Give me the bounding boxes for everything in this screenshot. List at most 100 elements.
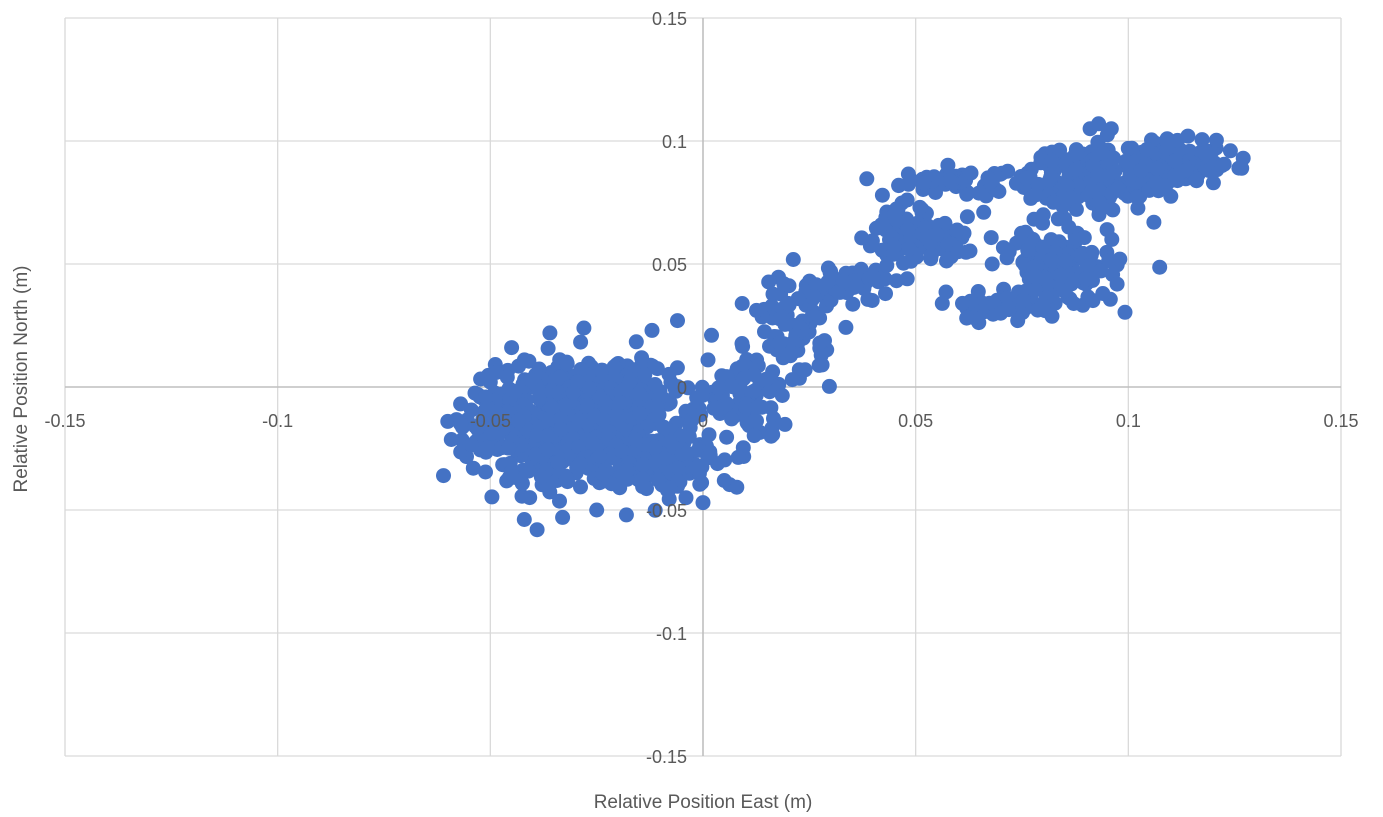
data-point-1787 xyxy=(695,495,711,511)
data-point-1649 xyxy=(1059,178,1075,194)
x-tick-labels: -0.15 -0.1 -0.05 0 0.05 0.1 0.15 xyxy=(44,411,1358,431)
data-point-1624 xyxy=(1043,169,1059,185)
data-point-614 xyxy=(606,359,622,375)
data-point-1849 xyxy=(1214,158,1230,174)
data-point-1652 xyxy=(1110,180,1126,196)
data-point-1655 xyxy=(1046,194,1061,210)
data-point-1838 xyxy=(1103,121,1119,137)
data-point-1528 xyxy=(1130,200,1146,216)
data-point-1308 xyxy=(937,215,953,231)
data-point-1807 xyxy=(891,177,907,193)
data-point-491 xyxy=(663,374,679,390)
data-point-1299 xyxy=(924,247,939,263)
data-point-1821 xyxy=(984,256,1000,272)
data-point-964 xyxy=(463,402,479,418)
x-tick-label: 0.15 xyxy=(1323,411,1358,431)
data-point-929 xyxy=(572,456,588,472)
data-point-1803 xyxy=(865,268,881,284)
data-point-1253 xyxy=(959,186,975,202)
data-point-1808 xyxy=(899,271,915,287)
data-point-1780 xyxy=(555,509,571,525)
data-point-1771 xyxy=(440,413,456,429)
data-point-1814 xyxy=(942,172,958,188)
x-tick-label: 0.05 xyxy=(898,411,933,431)
y-tick-label: -0.1 xyxy=(656,624,687,644)
data-point-1832 xyxy=(1069,145,1085,161)
data-point-778 xyxy=(553,411,569,427)
y-tick-label: -0.05 xyxy=(646,501,687,521)
x-axis-title: Relative Position East (m) xyxy=(594,792,813,813)
data-point-928 xyxy=(650,472,666,488)
data-point-1824 xyxy=(1010,313,1026,329)
data-point-1065 xyxy=(724,411,740,427)
data-point-1359 xyxy=(934,295,950,311)
data-point-1720 xyxy=(1122,168,1138,184)
data-point-1811 xyxy=(912,199,928,215)
data-point-1668 xyxy=(1095,145,1111,161)
data-point-1785 xyxy=(670,313,685,329)
data-point-1454 xyxy=(1117,304,1133,320)
data-point-911 xyxy=(635,456,651,472)
data-point-1793 xyxy=(772,335,788,351)
data-point-1078 xyxy=(785,252,801,267)
data-point-1802 xyxy=(848,278,864,294)
data-point-1850 xyxy=(1222,143,1238,159)
data-point-1823 xyxy=(1001,244,1017,260)
data-point-1813 xyxy=(929,227,945,242)
data-point-1800 xyxy=(823,263,839,279)
data-point-1801 xyxy=(835,273,851,289)
data-point-598 xyxy=(559,354,575,370)
data-point-1067 xyxy=(694,388,710,403)
data-point-616 xyxy=(612,395,628,411)
data-point-1815 xyxy=(950,244,966,260)
data-point-1232 xyxy=(874,187,890,203)
data-point-757 xyxy=(516,512,532,527)
data-point-1612 xyxy=(1028,187,1044,203)
data-point-922 xyxy=(614,443,630,459)
y-tick-label: -0.15 xyxy=(646,747,687,767)
data-point-1642 xyxy=(1091,194,1107,210)
data-point-737 xyxy=(484,489,500,505)
data-point-986 xyxy=(480,440,495,456)
data-point-744 xyxy=(571,412,587,428)
data-point-1772 xyxy=(453,416,469,432)
data-point-1645 xyxy=(1129,189,1145,205)
data-point-14 xyxy=(628,334,644,350)
data-point-1848 xyxy=(1205,175,1221,191)
data-point-1160 xyxy=(878,286,893,302)
data-point-488 xyxy=(649,361,665,377)
data-point-1473 xyxy=(1050,211,1066,227)
data-point-773 xyxy=(529,427,545,443)
data-point-1051 xyxy=(723,378,739,394)
data-point-1774 xyxy=(482,374,498,390)
data-point-1816 xyxy=(955,295,970,311)
data-point-1773 xyxy=(465,460,481,476)
y-tick-label: 0.05 xyxy=(652,255,687,275)
data-point-1798 xyxy=(806,288,822,304)
data-point-1767 xyxy=(1149,160,1165,176)
data-point-1659 xyxy=(1090,167,1106,183)
data-point-1764 xyxy=(1148,175,1164,191)
data-point-1064 xyxy=(738,399,754,415)
data-point-1791 xyxy=(750,399,766,415)
data-point-1826 xyxy=(1027,268,1043,284)
data-point-1099 xyxy=(761,274,777,290)
data-point-925 xyxy=(647,502,663,518)
data-point-768 xyxy=(540,428,556,444)
data-point-560 xyxy=(594,362,609,378)
data-point-1484 xyxy=(1081,258,1097,274)
data-point-1075 xyxy=(765,364,781,380)
data-point-1796 xyxy=(784,372,800,388)
x-tick-label: -0.15 xyxy=(44,411,85,431)
data-point-1783 xyxy=(618,507,634,523)
data-point-695 xyxy=(552,493,567,509)
data-point-1784 xyxy=(644,322,660,338)
data-point-1844 xyxy=(1167,153,1183,169)
data-point-1820 xyxy=(980,170,996,186)
data-point-1469 xyxy=(983,230,999,246)
y-axis-title: Relative Position North (m) xyxy=(11,265,32,492)
data-point-905 xyxy=(657,450,673,466)
data-point-1201 xyxy=(879,257,895,273)
data-point-1789 xyxy=(716,473,732,488)
data-point-1830 xyxy=(1057,283,1072,299)
